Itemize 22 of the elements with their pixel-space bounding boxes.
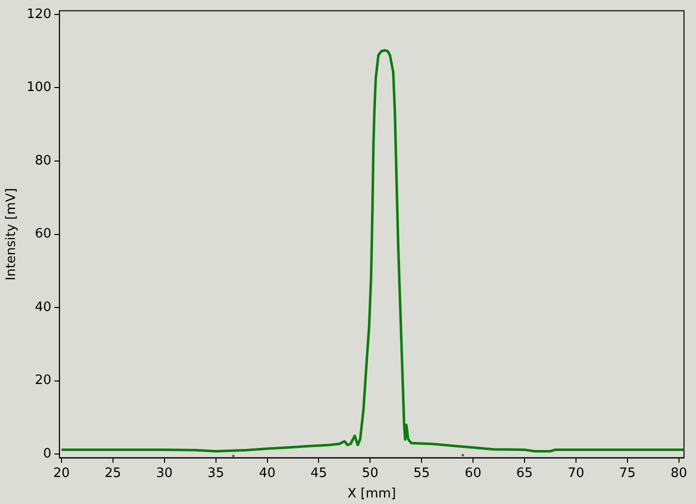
x-tick-label: 70 [568, 466, 584, 481]
y-tick-label: 120 [26, 6, 52, 22]
x-tick-label: 65 [516, 466, 533, 481]
y-tick-label: 40 [34, 300, 52, 315]
x-tick-label: 35 [208, 466, 224, 481]
x-tick-label: 55 [413, 466, 430, 481]
y-tick-label: 80 [34, 153, 52, 168]
y-tick-label: 0 [43, 446, 52, 462]
y-tick-label: 60 [34, 226, 52, 242]
x-tick-label: 45 [310, 466, 327, 481]
x-tick-label: 60 [464, 466, 482, 481]
x-tick-label: 80 [670, 466, 688, 481]
y-tick-label: 20 [34, 373, 52, 388]
x-tick-label: 20 [53, 466, 70, 481]
x-axis-title: X [mm] [347, 486, 396, 502]
y-axis-title: Intensity [mV] [4, 188, 20, 281]
x-tick-label: 50 [362, 466, 378, 481]
x-tick-label: 75 [619, 466, 636, 481]
y-tick-label: 100 [26, 80, 52, 96]
x-tick-label: 40 [258, 466, 276, 481]
x-tick-label: 30 [156, 466, 173, 481]
x-tick-label: 25 [104, 466, 122, 481]
